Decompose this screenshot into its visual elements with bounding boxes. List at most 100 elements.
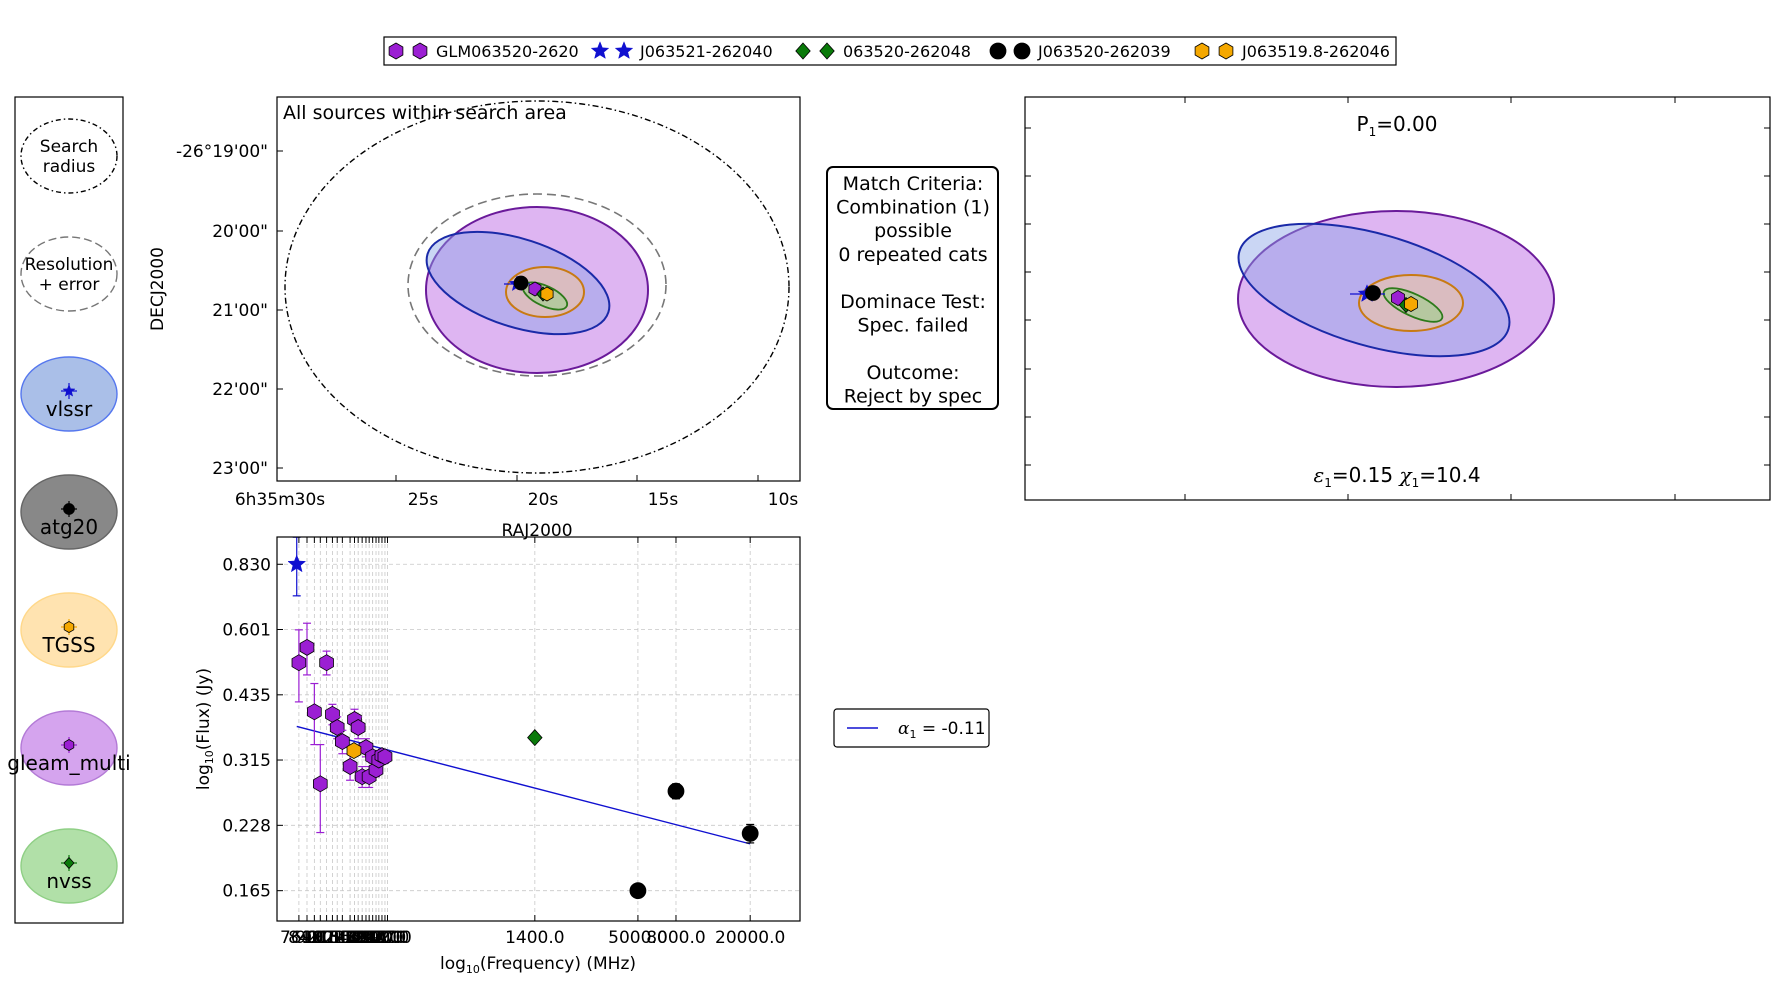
sed-x-tick-label: 181.0 [345, 928, 394, 948]
sed-point [287, 554, 307, 573]
sky-panel-frame [276, 96, 801, 482]
key-label: Search [40, 137, 98, 157]
sed-y-tick-label: 0.165 [222, 882, 271, 902]
key-label: nvss [46, 869, 91, 893]
sed-x-tick-label: 1400.0 [505, 928, 564, 948]
sky-tgss-marker [540, 286, 554, 302]
sed-x-tick-label: 122.0 [313, 928, 362, 948]
sed-x-tick-label: 174.0 [342, 928, 391, 948]
fit-legend-frame [833, 708, 990, 748]
key-label: vlssr [46, 397, 93, 421]
zoom-title: P1=0.00 [1357, 112, 1438, 139]
key-marker [63, 856, 75, 870]
sed-x-tick-label: 143.0 [326, 928, 375, 948]
sky-y-tick-label: 21'00" [212, 301, 268, 321]
legend-label: J063521-262040 [639, 42, 773, 61]
top-legend: GLM063520-2620 J063521-262040 063520-26204… [383, 36, 1397, 66]
legend-marker [614, 41, 634, 59]
match-box-frame [826, 166, 999, 410]
sed-x-tick-label: 107.0 [302, 928, 351, 948]
match-box-line: Outcome: [866, 362, 959, 384]
zoom-stats: ε1=0.15 χ1=10.4 [1313, 463, 1480, 490]
sky-annotation: All sources within search area [283, 102, 567, 124]
sed-x-tick-label: 99.0 [301, 928, 339, 948]
sed-point [312, 775, 328, 793]
zoom-atg20-marker [1365, 285, 1381, 301]
sed-point [741, 825, 759, 842]
sed-point [346, 742, 362, 760]
legend-marker [989, 42, 1007, 60]
key-label: Resolution [25, 255, 114, 275]
key-resolution-symbol [20, 236, 118, 312]
sed-point [350, 719, 366, 736]
zoom-tgss-marker [1404, 296, 1418, 312]
fit-legend: α1 = -0.11 [833, 708, 990, 748]
sed-point [291, 654, 307, 672]
key-label: TGSS [41, 633, 95, 657]
sed-x-tick-label: 220.0 [361, 928, 410, 948]
key-label: gleam_multi [7, 751, 130, 775]
sky-x-tick-label: 15s [648, 490, 679, 510]
match-box-line: Match Criteria: [843, 173, 984, 195]
legend-marker [1013, 42, 1031, 60]
sed-x-tick-label: 151.0 [330, 928, 379, 948]
key-label: atg20 [40, 515, 98, 539]
sed-x-tick-label: 158.0 [334, 928, 383, 948]
sed-x-tick-label: 115.0 [308, 928, 357, 948]
sky-x-tick-label: 25s [408, 490, 439, 510]
sed-x-tick-label: 189.0 [348, 928, 397, 948]
sky-y-tick-label: 23'00" [212, 459, 268, 479]
key-marker [63, 503, 75, 515]
sed-x-tick-label: 84.0 [288, 928, 326, 948]
sky-x-tick-label: 20s [528, 490, 559, 510]
zoom-gleam-marker [1391, 290, 1405, 306]
sed-y-tick-label: 0.315 [222, 751, 271, 771]
sed-point [329, 719, 345, 736]
legend-marker [412, 42, 428, 60]
sed-point [342, 758, 358, 775]
search-radius-ellipse [284, 100, 790, 474]
sky-y-tick-label: -26°19'00" [176, 142, 268, 162]
sed-x-tick-label: 8000.0 [646, 928, 705, 948]
resolution-ellipse [407, 193, 667, 377]
key-marker [62, 384, 76, 397]
sky-x-tick-label: 6h35m30s [235, 490, 325, 510]
sed-x-tick-label: 227.0 [363, 928, 412, 948]
sky-panel: All sources within search area 6h35m30s 2… [148, 96, 801, 541]
legend-marker [388, 42, 404, 60]
legend-label: J063520-262039 [1037, 42, 1171, 61]
sky-y-tick-label: 20'00" [212, 222, 268, 242]
sky-atg20-marker [513, 275, 529, 291]
sed-y-tick-label: 0.228 [222, 816, 271, 836]
sky-y-tick-label: 22'00" [212, 380, 268, 400]
sed-x-tick-label: 197.0 [352, 928, 401, 948]
sed-point [334, 733, 350, 751]
sed-x-tick-label: 130.0 [318, 928, 367, 948]
sed-point [527, 728, 543, 747]
match-box-line: Dominace Test: [840, 291, 986, 313]
sed-x-tick-label: 204.0 [355, 928, 404, 948]
key-label: + error [39, 275, 100, 295]
sed-point [377, 748, 393, 766]
match-box-line: 0 repeated cats [838, 244, 987, 266]
sed-point [319, 654, 334, 672]
key-marker [63, 739, 75, 751]
sed-ylabel: log10(Flux) (Jy) [194, 668, 216, 790]
sed-x-tick-label: 5000.0 [608, 928, 667, 948]
match-box-line: possible [874, 220, 952, 242]
match-box-line: Spec. failed [858, 315, 969, 337]
sky-xlabel: RAJ2000 [501, 521, 572, 541]
legend-marker [1194, 42, 1210, 60]
match-criteria-box: Match Criteria:Combination (1)possible0 … [826, 166, 999, 410]
legend-marker [819, 42, 835, 60]
sed-xlabel: log10(Frequency) (MHz) [440, 954, 636, 976]
legend-marker [590, 41, 610, 59]
fit-legend-label: α1 = -0.11 [898, 719, 986, 741]
match-box-line: Combination (1) [836, 197, 990, 219]
sed-y-tick-label: 0.830 [222, 555, 271, 575]
sed-point [299, 638, 315, 656]
sed-panel: 0.165 0.228 0.315 0.435 0.601 0.830 76.084.092… [194, 536, 801, 976]
sed-y-tick-label: 0.435 [222, 686, 271, 706]
